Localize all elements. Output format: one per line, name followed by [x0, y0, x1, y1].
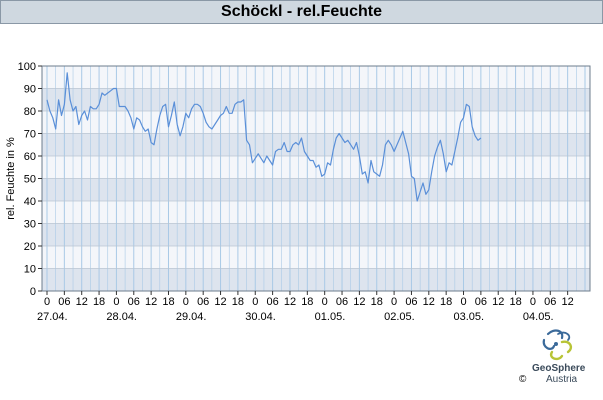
chart-title: Schöckl - rel.Feuchte: [0, 0, 603, 24]
y-tick-label: 50: [24, 174, 36, 186]
date-label: 28.04.: [106, 311, 137, 323]
date-label: 01.05.: [315, 311, 346, 323]
x-tick-label: 12: [214, 296, 226, 308]
x-tick-label: 18: [509, 296, 521, 308]
y-tick-label: 100: [18, 61, 36, 73]
copyright-symbol: ©: [519, 374, 527, 385]
x-tick-label: 06: [336, 296, 348, 308]
date-label: 30.04.: [245, 311, 276, 323]
date-label: 29.04.: [176, 311, 207, 323]
x-tick-label: 0: [530, 296, 536, 308]
x-tick-label: 18: [301, 296, 313, 308]
geosphere-logo-icon: [542, 329, 573, 361]
y-tick-label: 80: [24, 106, 36, 118]
brand-subname: Austria: [546, 374, 578, 385]
x-tick-label: 06: [128, 296, 140, 308]
x-tick-label: 12: [423, 296, 435, 308]
y-tick-label: 60: [24, 151, 36, 163]
x-tick-label: 06: [475, 296, 487, 308]
x-tick-label: 06: [405, 296, 417, 308]
x-tick-label: 12: [353, 296, 365, 308]
x-tick-label: 06: [266, 296, 278, 308]
x-tick-label: 18: [371, 296, 383, 308]
y-tick-label: 40: [24, 196, 36, 208]
x-tick-label: 0: [391, 296, 397, 308]
y-tick-label: 0: [30, 286, 36, 298]
x-tick-label: 18: [440, 296, 452, 308]
x-tick-label: 18: [93, 296, 105, 308]
y-tick-label: 10: [24, 264, 36, 276]
x-tick-label: 12: [492, 296, 504, 308]
date-label: 04.05.: [523, 311, 554, 323]
y-tick-label: 20: [24, 241, 36, 253]
x-tick-label: 12: [76, 296, 88, 308]
brand-name: GeoSphere: [532, 363, 586, 374]
date-label: 02.05.: [384, 311, 415, 323]
x-tick-label: 0: [252, 296, 258, 308]
date-label: 03.05.: [454, 311, 485, 323]
x-tick-label: 06: [58, 296, 70, 308]
x-tick-label: 0: [460, 296, 466, 308]
x-tick-label: 0: [44, 296, 50, 308]
date-label: 27.04.: [37, 311, 68, 323]
y-tick-label: 70: [24, 129, 36, 141]
x-tick-label: 12: [284, 296, 296, 308]
x-tick-label: 06: [544, 296, 556, 308]
x-tick-label: 18: [162, 296, 174, 308]
y-tick-label: 90: [24, 84, 36, 96]
x-tick-label: 0: [183, 296, 189, 308]
y-axis-label: rel. Feuchte in %: [5, 137, 17, 220]
x-tick-label: 12: [145, 296, 157, 308]
x-tick-label: 06: [197, 296, 209, 308]
x-tick-label: 18: [232, 296, 244, 308]
x-tick-label: 12: [562, 296, 574, 308]
humidity-series-line: [46, 72, 482, 202]
x-tick-label: 0: [113, 296, 119, 308]
x-tick-label: 0: [322, 296, 328, 308]
y-tick-label: 30: [24, 219, 36, 231]
